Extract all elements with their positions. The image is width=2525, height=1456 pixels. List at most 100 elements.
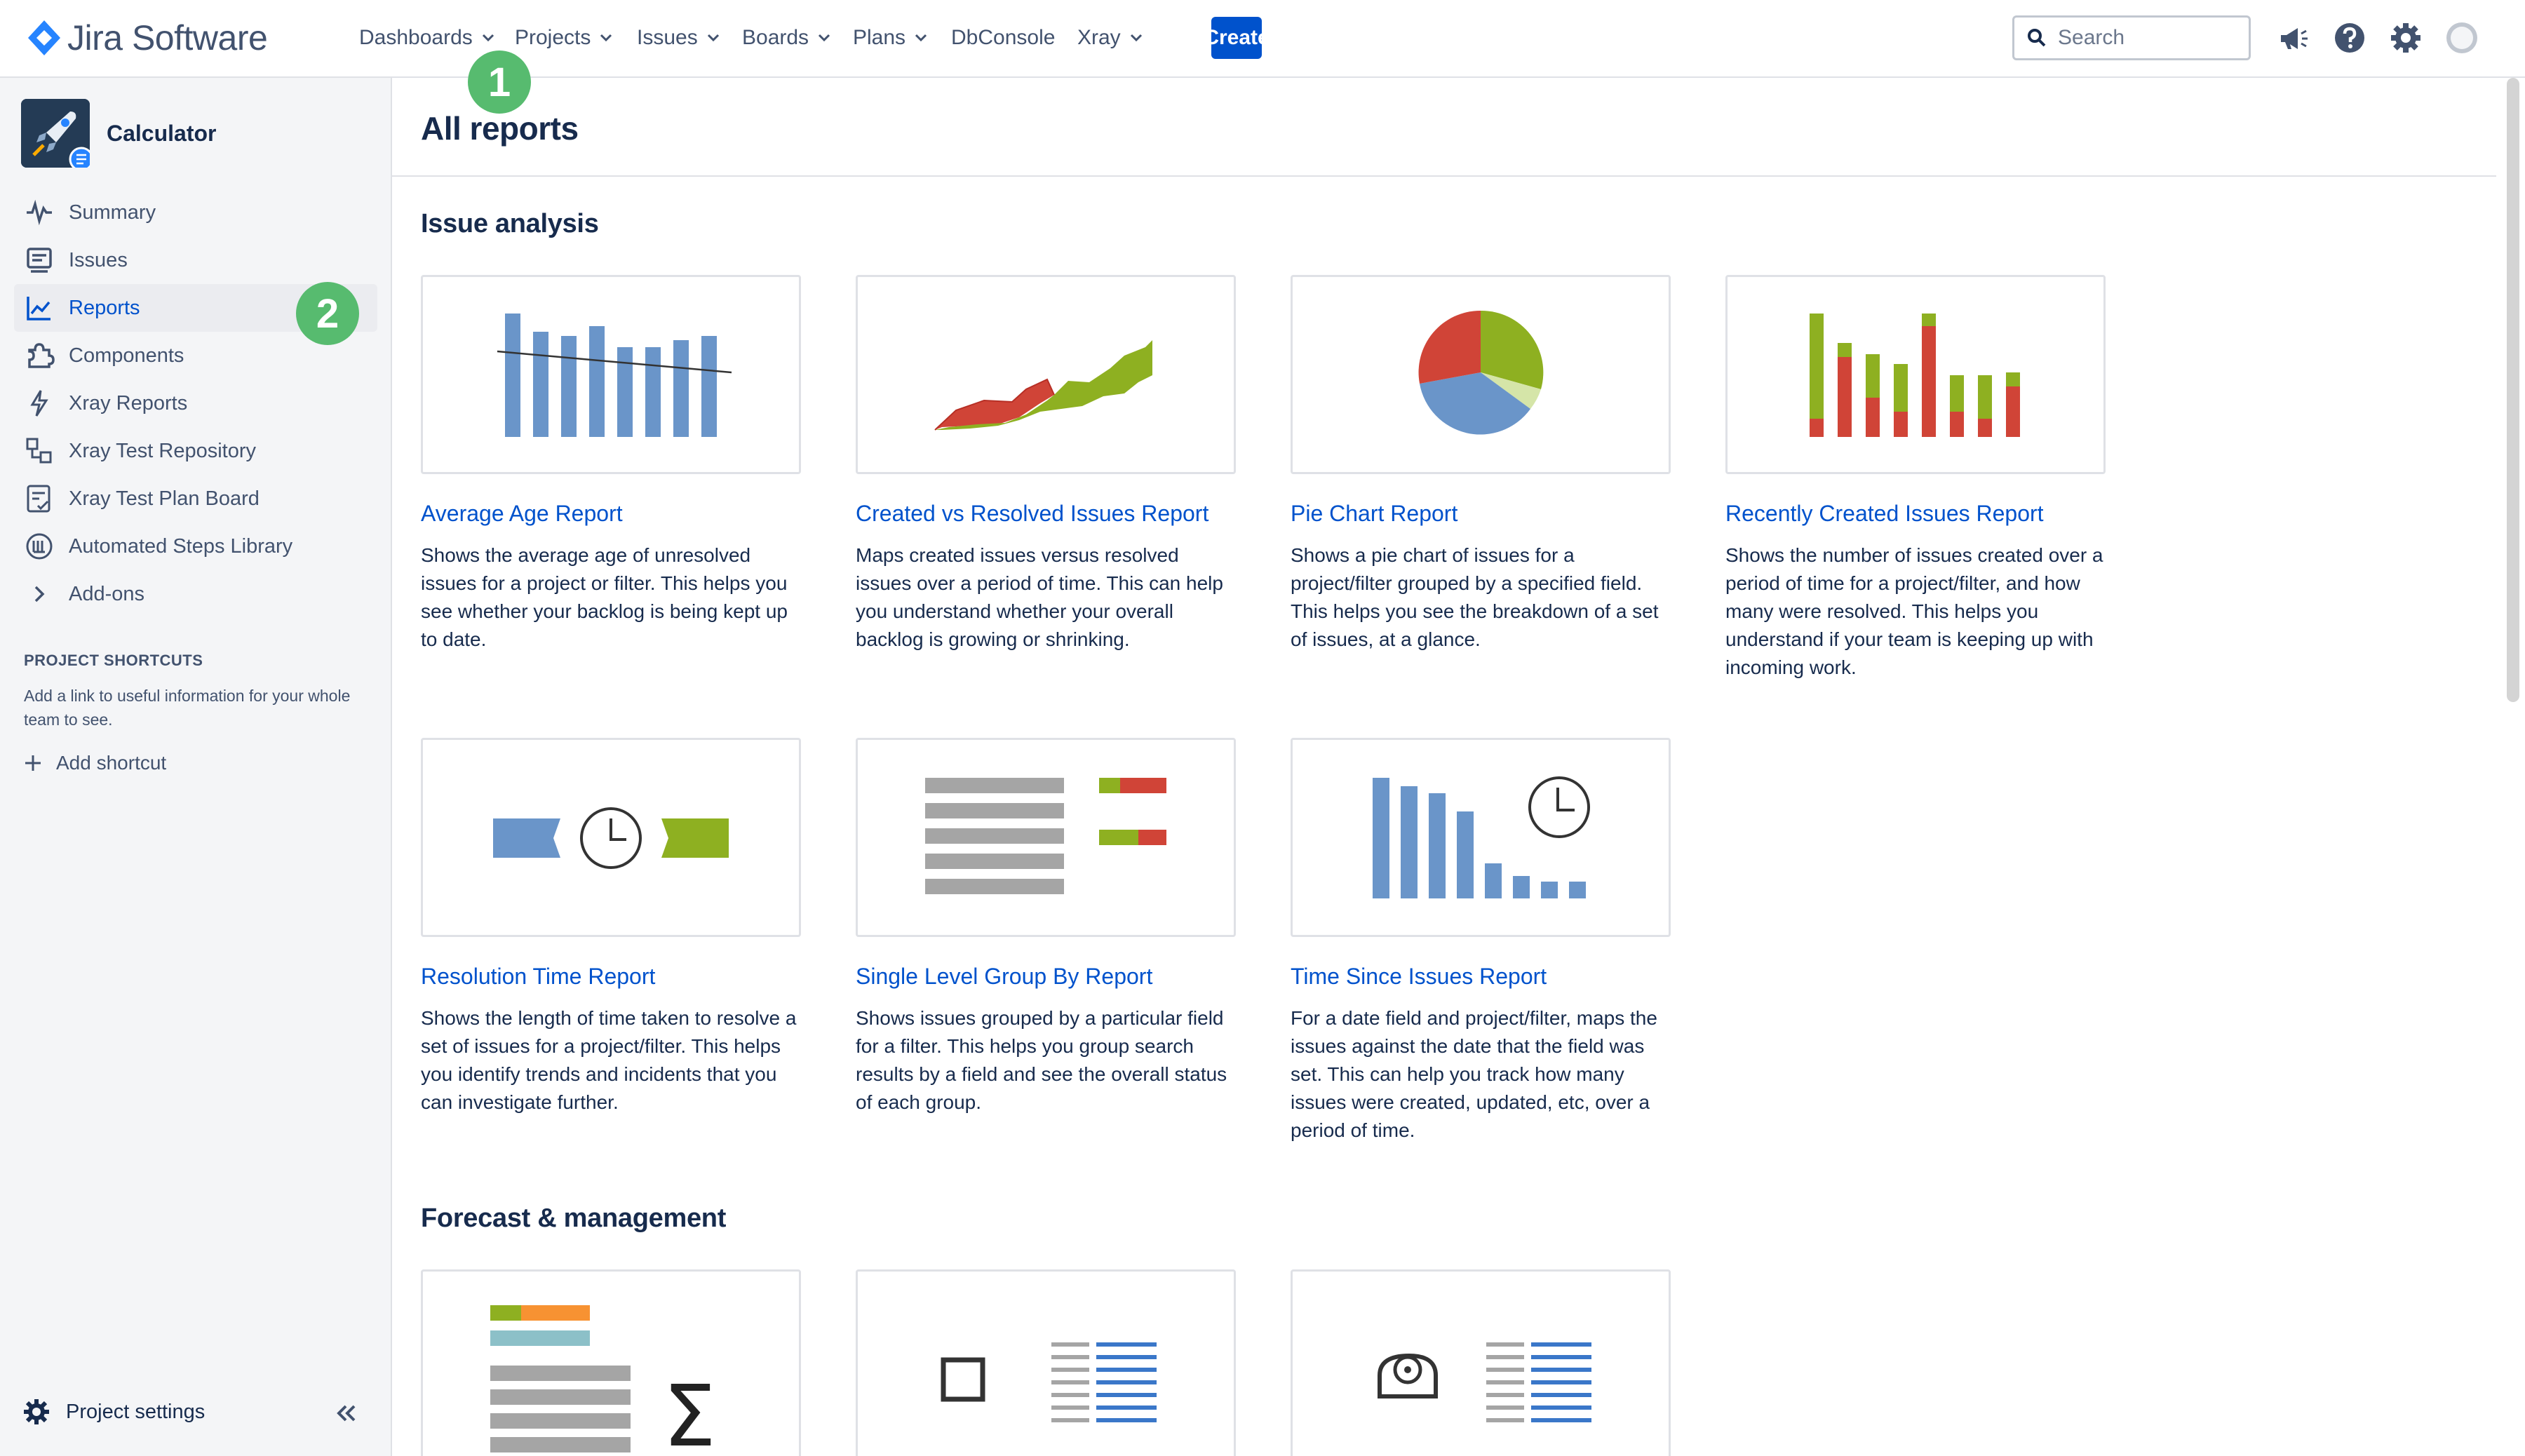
repository-icon [26, 438, 52, 464]
sidebar-item-issues[interactable]: Issues [14, 236, 377, 284]
report-description: Shows issues grouped by a particular fie… [856, 1007, 1227, 1113]
search-input[interactable] [2058, 26, 2240, 50]
chevron-down-icon [915, 34, 927, 42]
average-age-chart-icon [497, 314, 732, 437]
checkbox-list-icon [941, 1342, 1157, 1422]
chevron-down-icon [707, 34, 719, 42]
report-card-pie-chart[interactable]: Pie Chart Report Shows a pie chart of is… [1291, 275, 1671, 654]
resolution-time-chart-icon [493, 807, 729, 869]
project-settings-label: Project settings [66, 1400, 206, 1423]
nav-plans[interactable]: Plans [853, 24, 928, 52]
nav-dbconsole[interactable]: DbConsole [951, 24, 1055, 52]
nav-xray-label: Xray [1077, 26, 1121, 49]
report-description: Shows the average age of unresolved issu… [421, 544, 788, 650]
report-thumbnail[interactable] [1725, 275, 2106, 474]
sidebar-item-xray-test-plan-board[interactable]: Xray Test Plan Board [14, 475, 377, 523]
add-shortcut-button[interactable]: Add shortcut [21, 751, 166, 775]
sidebar-item-label: Summary [69, 201, 156, 224]
step-badge-2: 2 [296, 282, 359, 345]
report-thumbnail[interactable] [1291, 275, 1671, 474]
nav-issues[interactable]: Issues [637, 24, 720, 52]
time-since-chart-icon [1373, 776, 1590, 898]
jira-logo[interactable]: Jira Software [27, 18, 268, 58]
report-title[interactable]: Resolution Time Report [421, 964, 656, 989]
collapse-sidebar-icon[interactable] [334, 1401, 359, 1426]
gear-icon [24, 1399, 49, 1424]
project-sidebar: Calculator Summary Issues Reports Compon… [0, 78, 392, 1456]
report-title[interactable]: Average Age Report [421, 501, 623, 526]
report-thumbnail[interactable] [856, 738, 1236, 937]
jira-diamond-icon [28, 20, 60, 55]
report-card-forecast-2[interactable] [856, 1269, 1236, 1456]
megaphone-icon[interactable] [2277, 21, 2310, 55]
page-scrollbar[interactable] [2507, 78, 2519, 702]
nav-projects[interactable]: Projects [515, 24, 613, 52]
report-thumbnail[interactable] [856, 1269, 1236, 1456]
help-icon[interactable] [2333, 21, 2366, 55]
sum-report-icon: Σ [490, 1305, 716, 1456]
nav-plans-label: Plans [853, 26, 906, 49]
sidebar-item-add-ons[interactable]: Add-ons [14, 570, 377, 618]
report-description: Maps created issues versus resolved issu… [856, 544, 1223, 650]
report-card-created-vs-resolved[interactable]: Created vs Resolved Issues Report Maps c… [856, 275, 1236, 654]
gear-icon[interactable] [2389, 21, 2423, 55]
report-title[interactable]: Single Level Group By Report [856, 964, 1153, 989]
plus-icon [25, 755, 41, 771]
sidebar-item-xray-test-repository[interactable]: Xray Test Repository [14, 427, 377, 475]
sidebar-item-automated-steps-library[interactable]: Automated Steps Library [14, 523, 377, 570]
section-title-forecast-management: Forecast & management [421, 1204, 727, 1233]
report-title[interactable]: Time Since Issues Report [1291, 964, 1547, 989]
report-title[interactable]: Recently Created Issues Report [1725, 501, 2044, 526]
chart-icon [27, 297, 50, 321]
puzzle-icon [28, 343, 55, 368]
project-avatar [21, 99, 94, 172]
sidebar-item-summary[interactable]: Summary [14, 189, 377, 236]
report-description: Shows the length of time taken to resolv… [421, 1007, 797, 1113]
top-navigation: Jira Software Dashboards Projects Issues… [0, 0, 2525, 78]
nav-dashboards[interactable]: Dashboards [359, 24, 495, 52]
report-card-single-level-group-by[interactable]: Single Level Group By Report Shows issue… [856, 738, 1236, 1117]
report-thumbnail[interactable] [1291, 1269, 1671, 1456]
report-thumbnail[interactable] [1291, 738, 1671, 937]
nav-xray[interactable]: Xray [1077, 24, 1143, 52]
report-card-average-age[interactable]: Average Age Report Shows the average age… [421, 275, 801, 654]
report-card-resolution-time[interactable]: Resolution Time Report Shows the length … [421, 738, 801, 1117]
report-card-forecast-1[interactable]: Σ [421, 1269, 801, 1456]
report-card-recently-created[interactable]: Recently Created Issues Report Shows the… [1725, 275, 2106, 682]
report-card-forecast-3[interactable] [1291, 1269, 1671, 1456]
nav-dbconsole-label: DbConsole [951, 26, 1056, 49]
avatar[interactable] [2445, 21, 2479, 55]
report-card-time-since-issues[interactable]: Time Since Issues Report For a date fiel… [1291, 738, 1671, 1145]
sidebar-item-label: Add-ons [69, 582, 145, 605]
project-settings-link[interactable]: Project settings [21, 1396, 205, 1427]
group-by-chart-icon [925, 778, 1166, 894]
rocket-icon [21, 99, 94, 172]
report-title[interactable]: Pie Chart Report [1291, 501, 1458, 526]
nav-issues-label: Issues [637, 26, 698, 49]
report-thumbnail[interactable] [856, 275, 1236, 474]
created-vs-resolved-chart-icon [934, 340, 1152, 431]
report-thumbnail[interactable] [421, 275, 801, 474]
report-description: Shows the number of issues created over … [1725, 544, 2103, 678]
project-header[interactable]: Calculator [21, 99, 216, 172]
nav-boards[interactable]: Boards [742, 24, 831, 52]
chevron-down-icon [482, 34, 494, 42]
report-thumbnail[interactable] [421, 738, 801, 937]
disk-list-icon [1378, 1342, 1591, 1422]
sidebar-item-xray-reports[interactable]: Xray Reports [14, 379, 377, 427]
report-title[interactable]: Created vs Resolved Issues Report [856, 501, 1209, 526]
add-shortcut-label: Add shortcut [56, 752, 167, 774]
chevron-down-icon [819, 34, 830, 42]
report-description: For a date field and project/filter, map… [1291, 1007, 1657, 1141]
sidebar-item-components[interactable]: Components [14, 332, 377, 379]
chevron-right-icon [34, 586, 45, 602]
nav-dashboards-label: Dashboards [359, 26, 473, 49]
sidebar-item-label: Automated Steps Library [69, 534, 293, 558]
create-button[interactable]: Create [1204, 17, 1270, 59]
sidebar-item-label: Xray Reports [69, 391, 188, 414]
report-thumbnail[interactable]: Σ [421, 1269, 801, 1456]
title-divider [392, 175, 2496, 177]
search-box[interactable] [2012, 15, 2251, 60]
nav-projects-label: Projects [515, 26, 591, 49]
recently-created-chart-icon [1810, 314, 2020, 437]
